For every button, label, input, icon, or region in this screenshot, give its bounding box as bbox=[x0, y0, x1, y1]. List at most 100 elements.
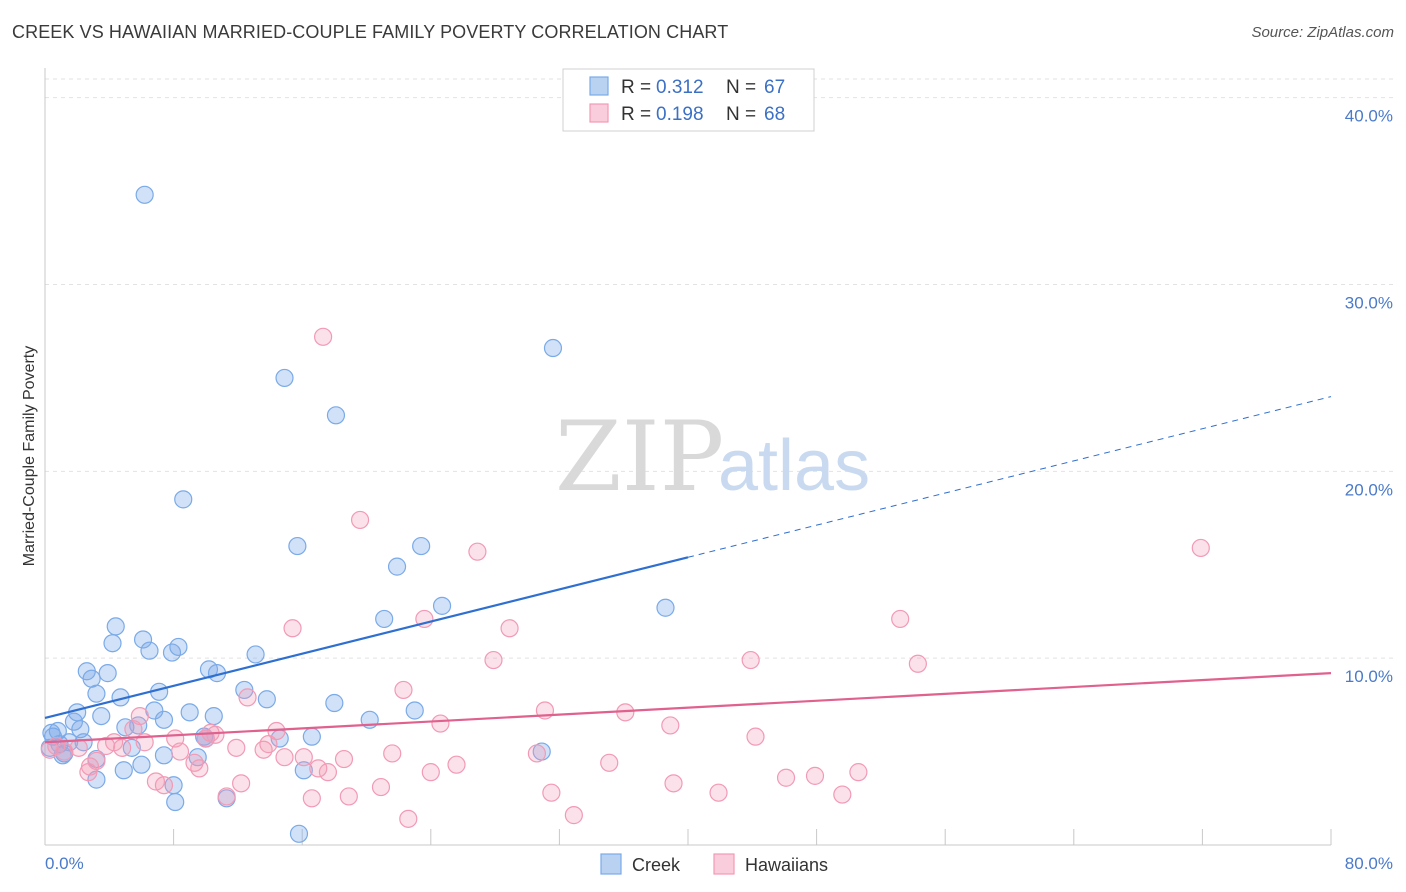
hawaiians-point bbox=[302, 789, 321, 808]
hawaiians-point bbox=[217, 787, 236, 806]
creek-point bbox=[432, 596, 452, 615]
creek-point bbox=[294, 761, 313, 780]
hawaiians-point bbox=[709, 783, 728, 802]
legend-n-label-hawaiians: N = bbox=[726, 104, 756, 125]
hawaiians-point bbox=[1191, 538, 1210, 558]
legend-swatch-hawaiians bbox=[589, 103, 609, 123]
hawaiians-point bbox=[334, 749, 354, 769]
creek-point bbox=[375, 609, 394, 629]
creek-point bbox=[87, 684, 106, 703]
legend-n-value-hawaiians: 68 bbox=[764, 104, 785, 125]
x-tick-label-min: 0.0% bbox=[45, 854, 84, 873]
hawaiians-point bbox=[468, 542, 487, 561]
creek-point bbox=[288, 536, 307, 556]
creek-point bbox=[204, 706, 223, 726]
hawaiians-trend-line bbox=[44, 672, 1332, 744]
creek-point bbox=[98, 664, 117, 683]
hawaiians-point bbox=[55, 742, 74, 761]
creek-trend-line bbox=[44, 556, 689, 720]
creek-point bbox=[325, 693, 344, 713]
creek-point bbox=[92, 706, 111, 726]
legend-bottom-swatch-creek bbox=[600, 853, 622, 875]
hawaiians-point bbox=[318, 763, 338, 782]
grid-lines bbox=[45, 78, 1393, 659]
hawaiians-point bbox=[206, 725, 225, 744]
creek-point bbox=[48, 721, 67, 741]
legend-n-value-creek: 67 bbox=[764, 77, 785, 98]
x-tick-labels: 0.0% 80.0% bbox=[45, 854, 1393, 873]
creek-point bbox=[246, 645, 265, 664]
hawaiians-point bbox=[238, 688, 257, 707]
creek-point bbox=[166, 792, 185, 812]
chart-title: CREEK VS HAWAIIAN MARRIED-COUPLE FAMILY … bbox=[12, 22, 729, 42]
creek-point bbox=[275, 368, 294, 388]
legend-n-label-creek: N = bbox=[726, 77, 756, 98]
axes bbox=[44, 68, 1332, 846]
hawaiians-point bbox=[833, 785, 852, 804]
hawaiians-point bbox=[891, 609, 910, 629]
hawaiians-point bbox=[113, 738, 132, 757]
creek-point bbox=[302, 727, 321, 746]
hawaiians-point bbox=[309, 759, 328, 778]
creek-point bbox=[257, 690, 276, 709]
hawaiians-point bbox=[527, 744, 546, 763]
hawaiians-point bbox=[431, 714, 450, 733]
hawaiians-point bbox=[313, 327, 333, 346]
hawaiians-point bbox=[259, 735, 278, 754]
trend-lines bbox=[44, 396, 1332, 744]
y-tick-label: 30.0% bbox=[1345, 294, 1393, 313]
creek-point bbox=[169, 637, 188, 657]
creek-point bbox=[103, 634, 122, 653]
legend-r-value-creek: 0.312 bbox=[656, 77, 704, 98]
hawaiians-point bbox=[399, 809, 418, 828]
hawaiians-point bbox=[805, 766, 825, 785]
creek-point bbox=[132, 755, 151, 774]
hawaiians-point bbox=[776, 768, 796, 787]
creek-point bbox=[543, 338, 563, 358]
hawaiians-point bbox=[350, 510, 370, 530]
legend-r-value-hawaiians: 0.198 bbox=[656, 104, 704, 125]
hawaiians-point bbox=[227, 738, 246, 757]
hawaiians-point bbox=[500, 619, 519, 638]
hawaiians-point bbox=[542, 783, 561, 802]
creek-point bbox=[656, 598, 675, 617]
creek-point bbox=[106, 617, 125, 636]
legend-bottom-label-creek: Creek bbox=[632, 855, 681, 875]
hawaiians-point bbox=[254, 740, 273, 759]
creek-point bbox=[174, 490, 193, 509]
creek-point bbox=[114, 761, 133, 780]
hawaiians-point bbox=[130, 706, 149, 726]
watermark: ZIP atlas bbox=[555, 401, 870, 513]
hawaiians-point bbox=[283, 619, 302, 638]
hawaiians-point bbox=[339, 787, 358, 806]
legend-r-label-hawaiians: R = bbox=[621, 104, 651, 125]
hawaiians-point bbox=[185, 753, 204, 772]
legend-top: R = 0.312 N = 67 R = 0.198 N = 68 bbox=[562, 68, 815, 132]
source-credit: Source: ZipAtlas.com bbox=[1251, 24, 1394, 41]
hawaiians-point bbox=[69, 738, 88, 757]
y-tick-label: 20.0% bbox=[1345, 480, 1393, 499]
hawaiians-point bbox=[741, 650, 760, 670]
hawaiians-point bbox=[661, 716, 680, 735]
creek-point bbox=[180, 703, 199, 722]
hawaiians-point bbox=[275, 748, 294, 767]
hawaiians-point bbox=[383, 744, 402, 763]
creek-point bbox=[326, 406, 346, 425]
y-axis-label: Married-Couple Family Poverty bbox=[21, 346, 38, 567]
legend-swatch-creek bbox=[589, 76, 609, 96]
creek-point bbox=[154, 710, 174, 729]
watermark-zip: ZIP bbox=[555, 401, 724, 513]
creek-point bbox=[412, 536, 431, 556]
hawaiians-point bbox=[371, 777, 391, 797]
legend-bottom: Creek Hawaiians bbox=[600, 853, 828, 875]
hawaiians-point bbox=[849, 763, 868, 782]
watermark-atlas: atlas bbox=[718, 426, 870, 506]
creek-point bbox=[289, 824, 309, 843]
hawaiians-point bbox=[600, 753, 619, 772]
legend-r-label-creek: R = bbox=[621, 77, 651, 98]
hawaiians-point bbox=[190, 759, 209, 778]
y-tick-label: 40.0% bbox=[1345, 107, 1393, 126]
hawaiians-point bbox=[421, 763, 440, 782]
legend-bottom-label-hawaiians: Hawaiians bbox=[745, 855, 828, 875]
